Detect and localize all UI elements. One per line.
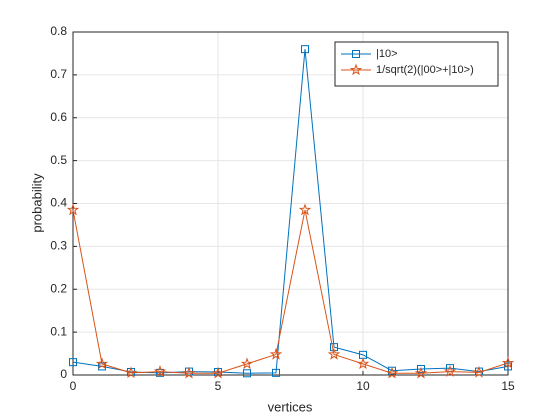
marker bbox=[211, 366, 225, 379]
y-tick-label: 0.4 bbox=[50, 196, 67, 210]
y-axis-label: probability bbox=[29, 173, 44, 233]
marker bbox=[95, 357, 109, 370]
marker bbox=[240, 357, 254, 370]
marker bbox=[272, 368, 280, 377]
legend-marker bbox=[349, 63, 363, 76]
legend-label: |10> bbox=[376, 48, 398, 60]
y-tick-label: 0.1 bbox=[50, 324, 67, 338]
marker bbox=[414, 366, 428, 379]
marker bbox=[417, 364, 425, 373]
marker bbox=[472, 365, 486, 378]
x-tick-label: 5 bbox=[215, 379, 222, 393]
marker bbox=[327, 347, 341, 360]
y-tick-label: 0.3 bbox=[50, 239, 67, 253]
marker bbox=[66, 203, 80, 216]
marker bbox=[182, 366, 196, 379]
y-tick-label: 0.2 bbox=[50, 281, 67, 295]
marker bbox=[301, 45, 309, 54]
legend-marker bbox=[352, 50, 360, 58]
y-tick-label: 0.5 bbox=[50, 153, 67, 167]
marker bbox=[243, 369, 251, 378]
marker bbox=[385, 366, 399, 379]
y-tick-label: 0.6 bbox=[50, 110, 67, 124]
marker bbox=[298, 203, 312, 216]
y-tick-label: 0.8 bbox=[50, 24, 67, 38]
marker bbox=[69, 358, 77, 367]
y-tick-label: 0.7 bbox=[50, 67, 67, 81]
series-line bbox=[72, 209, 509, 374]
marker bbox=[356, 357, 370, 370]
x-axis-label: vertices bbox=[268, 399, 313, 414]
legend-label: 1/sqrt(2)(|00>+|10>) bbox=[376, 64, 474, 76]
x-tick-label: 15 bbox=[501, 379, 515, 393]
marker bbox=[501, 356, 515, 369]
x-tick-label: 10 bbox=[356, 379, 370, 393]
y-tick-label: 0 bbox=[60, 367, 67, 381]
marker bbox=[124, 366, 138, 379]
marker bbox=[156, 368, 164, 377]
legend-box bbox=[334, 41, 499, 87]
marker bbox=[443, 365, 457, 377]
marker bbox=[504, 362, 512, 371]
marker bbox=[269, 347, 283, 360]
x-tick-label: 0 bbox=[70, 379, 77, 393]
marker bbox=[153, 365, 167, 377]
